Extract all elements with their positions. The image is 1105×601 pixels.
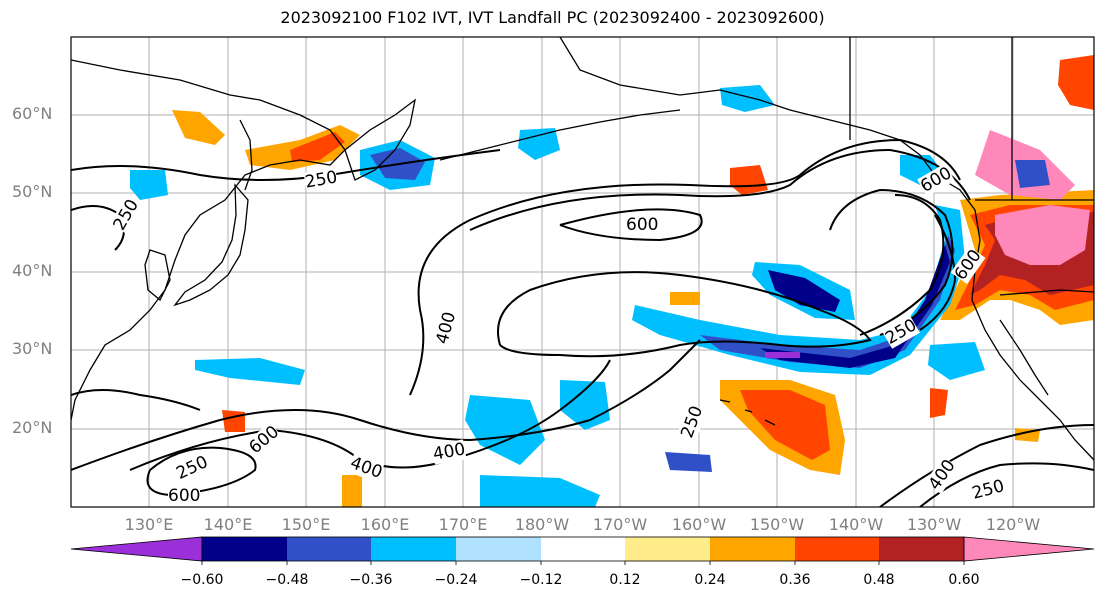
positive-region-sakhalin [172, 110, 225, 145]
lon-label-140w: 140°W [828, 515, 884, 534]
colorbar-segment-8 [795, 537, 879, 561]
colorbar-max-extend [963, 536, 1095, 562]
lon-label-180w: 180°W [514, 515, 570, 534]
lat-label-20n: 20°N [12, 418, 53, 437]
lon-label-150e: 150°E [281, 515, 331, 534]
contour-cyclone [829, 188, 954, 336]
colorbar [70, 536, 1095, 565]
lat-label-60n: 60°N [12, 104, 53, 123]
negative-region-subtropics-south [480, 475, 600, 507]
lon-label-170w: 170°W [592, 515, 648, 534]
positive-region-west-coast-peak [995, 205, 1090, 265]
positive-region-15n-160e [342, 475, 362, 507]
contour-label-600-c: 600 [168, 486, 201, 506]
pc-filled-contours [130, 55, 1094, 507]
positive-region-50n-150w [730, 165, 768, 195]
colorbar-label-5: −0.12 [519, 572, 563, 588]
colorbar-segment-1 [202, 537, 287, 561]
negative-region-bering [518, 128, 560, 160]
colorbar-min-extend [70, 536, 203, 562]
negative-region-30n-130w [928, 342, 985, 380]
colorbar-label-9: 0.48 [863, 572, 895, 588]
negative-region-japan-w [130, 170, 168, 200]
colorbar-segment-6 [625, 537, 710, 561]
negative-region-nw-canada [1015, 160, 1050, 188]
contour-250-se [879, 424, 1094, 507]
lon-label-140e: 140°E [203, 515, 253, 534]
coastline-hawaii [719, 399, 776, 426]
negative-band-central-pacific [632, 205, 965, 375]
contour-250-sw [71, 389, 201, 411]
positive-region-hawaii-inner [740, 390, 830, 460]
coastline-kamchatka [344, 98, 416, 181]
colorbar-segment-2 [287, 537, 371, 561]
positive-region-alaska-ne [1058, 55, 1094, 110]
contour-400-cyclone [859, 194, 945, 336]
colorbar-label-4: −0.24 [434, 572, 478, 588]
positive-region-25n-130w [930, 388, 948, 418]
colorbar-label-6: 0.12 [609, 572, 641, 588]
colorbar-label-10: 0.60 [948, 572, 980, 588]
coastline-baja [999, 319, 1049, 396]
border-us-mexico [999, 289, 1094, 296]
coastline-korea [144, 249, 171, 302]
ivt-contours [71, 138, 1094, 507]
negative-region-subtropics-se [665, 452, 712, 472]
colorbar-label-7: 0.24 [694, 572, 726, 588]
contour-250-north [71, 149, 501, 181]
colorbar-label-2: −0.48 [265, 572, 309, 588]
positive-region-okhotsk-inner [290, 132, 345, 162]
lat-label-40n: 40°N [12, 261, 53, 280]
positive-region-35n-160w [670, 292, 700, 305]
negative-band-central-pacific-min [765, 352, 800, 358]
lon-label-160e: 160°E [360, 515, 410, 534]
contour-400-big [409, 138, 961, 396]
positive-region-20n-140e [222, 410, 245, 432]
lon-label-150w: 150°W [749, 515, 805, 534]
map-title: 2023092100 F102 IVT, IVT Landfall PC (20… [280, 8, 825, 27]
lon-label-130w: 130°W [906, 515, 962, 534]
colorbar-segment-7 [710, 537, 795, 561]
colorbar-segment-9 [879, 537, 964, 561]
lon-label-120w: 120°W [985, 515, 1041, 534]
colorbar-segment-4 [456, 537, 541, 561]
negative-region-150w-inner [768, 270, 840, 312]
colorbar-label-8: 0.36 [779, 572, 811, 588]
colorbar-label-3: −0.36 [349, 572, 393, 588]
coastline-aleutians [439, 109, 681, 161]
contour-label-600-a: 600 [626, 215, 659, 235]
coastline-asia [71, 59, 346, 421]
contour-400-loop [497, 271, 872, 358]
colorbar-segment-5 [541, 537, 625, 561]
colorbar-segment-3 [371, 537, 456, 561]
contour-600-north [469, 148, 971, 231]
contour-600-south [146, 446, 257, 497]
lon-label-170e: 170°E [438, 515, 488, 534]
negative-region-subtropics-central2 [560, 380, 610, 430]
colorbar-ticks [201, 561, 965, 565]
coastline-japan [173, 183, 249, 307]
contour-250-south [71, 339, 701, 471]
colorbar-frame [201, 536, 965, 562]
map-frame [70, 36, 1095, 508]
lat-label-50n: 50°N [12, 182, 53, 201]
negative-region-alaska-w [720, 85, 775, 112]
contour-600-inner [559, 208, 703, 242]
lon-label-160w: 160°W [671, 515, 727, 534]
negative-region-subtropics-west [195, 358, 305, 385]
lon-label-130e: 130°E [124, 515, 174, 534]
contour-600-coast [919, 214, 957, 331]
negative-region-subtropics-central [465, 395, 545, 465]
lat-label-30n: 30°N [12, 339, 53, 358]
contour-400-south [129, 359, 611, 471]
colorbar-label-1: −0.60 [180, 572, 224, 588]
